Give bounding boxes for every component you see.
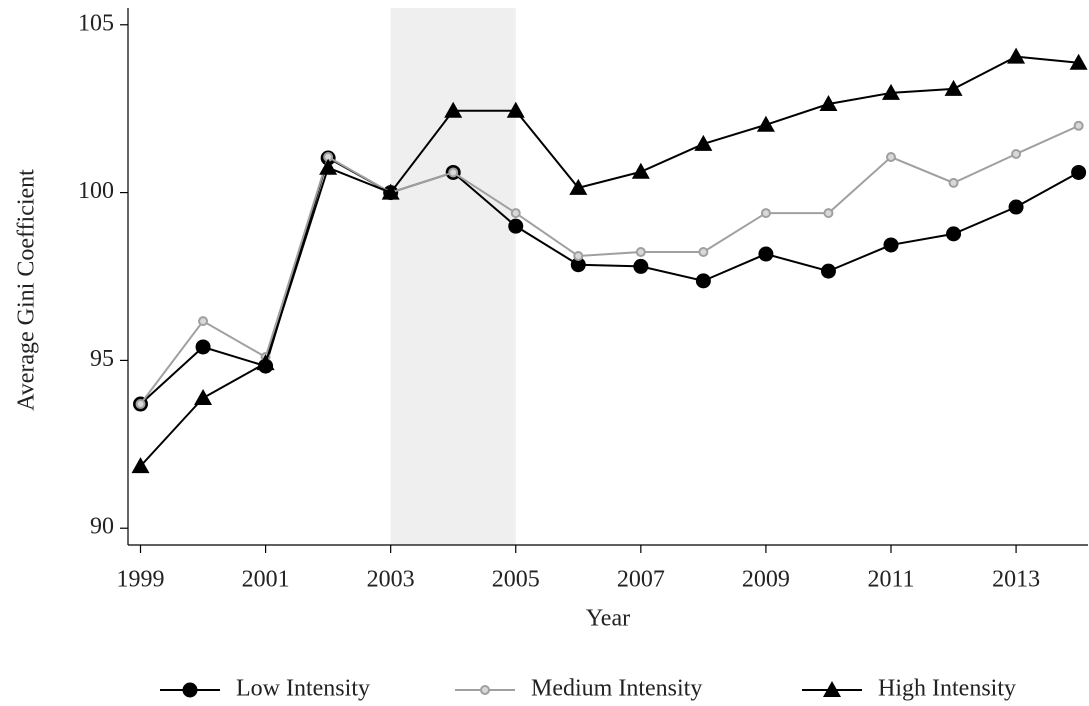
marker	[883, 237, 899, 253]
marker	[135, 399, 146, 410]
marker	[508, 218, 524, 234]
marker	[631, 162, 650, 179]
marker	[194, 388, 213, 405]
marker	[948, 177, 959, 188]
legend-label: Medium Intensity	[531, 676, 702, 702]
y-tick-label: 90	[90, 514, 114, 540]
marker	[381, 183, 400, 200]
marker	[1007, 47, 1026, 64]
marker	[1071, 164, 1087, 180]
marker	[694, 134, 713, 151]
marker	[256, 354, 275, 371]
legend-label: Low Intensity	[236, 676, 370, 702]
marker	[506, 101, 525, 118]
marker	[444, 101, 463, 118]
marker	[946, 226, 962, 242]
shaded-period	[390, 8, 516, 545]
marker	[633, 258, 649, 274]
series-line	[139, 55, 1079, 467]
marker	[510, 208, 521, 219]
x-tick-label: 2011	[867, 567, 914, 593]
marker	[1073, 120, 1084, 131]
marker	[819, 94, 838, 111]
marker	[698, 246, 709, 257]
series-line	[139, 156, 1080, 405]
marker	[570, 257, 586, 273]
series	[131, 47, 1088, 474]
y-tick-label: 95	[90, 346, 114, 372]
y-tick-label: 100	[78, 178, 114, 204]
legend-marker	[480, 685, 490, 695]
marker	[885, 152, 896, 163]
marker	[756, 115, 775, 132]
legend-item: High Intensity	[802, 676, 1016, 702]
x-axis-title: Year	[586, 606, 630, 632]
marker	[823, 208, 834, 219]
marker	[820, 263, 836, 279]
marker	[448, 167, 459, 178]
x-tick-label: 1999	[117, 567, 165, 593]
x-tick-label: 2001	[242, 567, 290, 593]
marker	[1011, 148, 1022, 159]
marker	[319, 158, 338, 175]
x-tick-label: 2009	[742, 567, 790, 593]
marker	[760, 208, 771, 219]
marker	[195, 339, 211, 355]
legend-marker	[823, 681, 841, 697]
marker	[131, 457, 150, 474]
y-axis-title: Average Gini Coefficient	[14, 169, 40, 411]
marker	[569, 178, 588, 195]
marker	[758, 246, 774, 262]
x-tick-label: 2005	[492, 567, 540, 593]
marker	[635, 246, 646, 257]
series-line	[139, 124, 1080, 405]
y-tick-label: 105	[78, 10, 114, 36]
legend-item: Low Intensity	[160, 676, 370, 702]
marker	[881, 83, 900, 100]
x-tick-label: 2003	[367, 567, 415, 593]
x-tick-label: 2013	[992, 567, 1040, 593]
marker	[573, 251, 584, 262]
marker	[198, 316, 209, 327]
series	[133, 150, 1087, 412]
x-tick-label: 2007	[617, 567, 665, 593]
marker	[1008, 199, 1024, 215]
legend-label: High Intensity	[878, 676, 1016, 702]
marker	[695, 273, 711, 289]
legend-item: Medium Intensity	[455, 676, 702, 702]
marker	[1069, 53, 1088, 70]
marker	[944, 79, 963, 96]
legend-marker	[182, 682, 198, 698]
